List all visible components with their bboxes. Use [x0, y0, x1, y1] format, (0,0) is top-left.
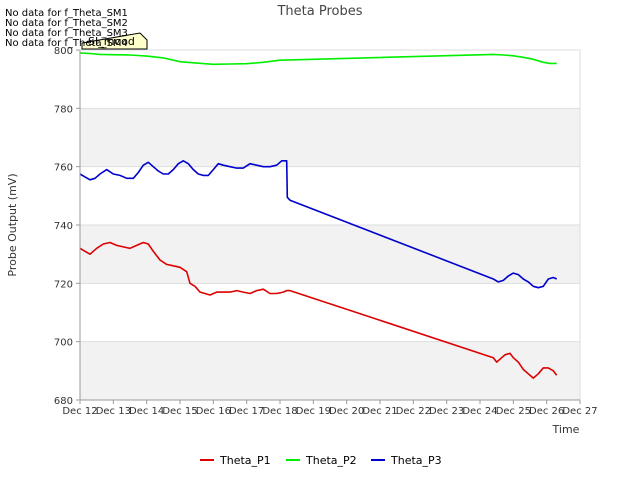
- x-tick-label: Dec 13: [96, 406, 131, 417]
- tooltip-label: SI_mood: [88, 35, 135, 48]
- y-tick-label: 760: [54, 163, 73, 174]
- y-tick-label: 700: [54, 338, 73, 349]
- chart-series: [79, 52, 558, 379]
- x-tick-label: Dec 22: [396, 406, 431, 417]
- series-line-theta-p1: [79, 241, 558, 379]
- x-tick-label: Dec 23: [429, 406, 464, 417]
- chart-bands: [80, 108, 580, 400]
- x-tick-label: Dec 17: [229, 406, 264, 417]
- chart-band: [80, 108, 580, 167]
- legend: Theta_P1 Theta_P2 Theta_P3: [200, 454, 442, 467]
- y-tick-labels: 680 700 720 740 760 780 800: [54, 46, 73, 407]
- no-data-message: No data for f_Theta_SM1: [5, 8, 128, 19]
- x-tick-label: Dec 24: [462, 406, 497, 417]
- no-data-message: No data for f_Theta_SM2: [5, 18, 128, 29]
- x-tick-label: Dec 25: [496, 406, 531, 417]
- x-axis-label: Time: [552, 423, 580, 436]
- x-tick-label: Dec 18: [262, 406, 297, 417]
- x-tick-label: Dec 15: [162, 406, 197, 417]
- y-axis-label: Probe Output (mV): [6, 173, 19, 276]
- x-tick-label: Dec 14: [129, 406, 164, 417]
- chart-band: [80, 341, 580, 400]
- chart-title: Theta Probes: [276, 4, 362, 19]
- legend-label: Theta_P2: [305, 454, 357, 467]
- y-tick-label: 680: [54, 396, 73, 407]
- x-tick-label: Dec 27: [562, 406, 597, 417]
- legend-label: Theta_P1: [219, 454, 271, 467]
- y-tick-label: 780: [54, 104, 73, 115]
- series-line-theta-p3: [79, 160, 558, 289]
- y-tick-label: 740: [54, 221, 73, 232]
- series-line-theta-p2: [79, 52, 557, 66]
- chart-axes: [79, 49, 581, 401]
- x-tick-label: Dec 12: [62, 406, 97, 417]
- legend-label: Theta_P3: [390, 454, 442, 467]
- tooltip-box: SI_mood: [81, 32, 148, 50]
- no-data-message: No data for f_Theta_SM4: [5, 38, 128, 49]
- x-tick-label: Dec 20: [329, 406, 364, 417]
- x-tick-label: Dec 16: [196, 406, 231, 417]
- y-tick-label: 720: [54, 279, 73, 290]
- x-tick-label: Dec 19: [296, 406, 331, 417]
- x-tick-label: Dec 26: [529, 406, 564, 417]
- y-tick-label: 800: [54, 46, 73, 57]
- x-tick-label: Dec 21: [362, 406, 397, 417]
- chart-band: [80, 225, 580, 284]
- no-data-message: No data for f_Theta_SM3: [5, 28, 128, 39]
